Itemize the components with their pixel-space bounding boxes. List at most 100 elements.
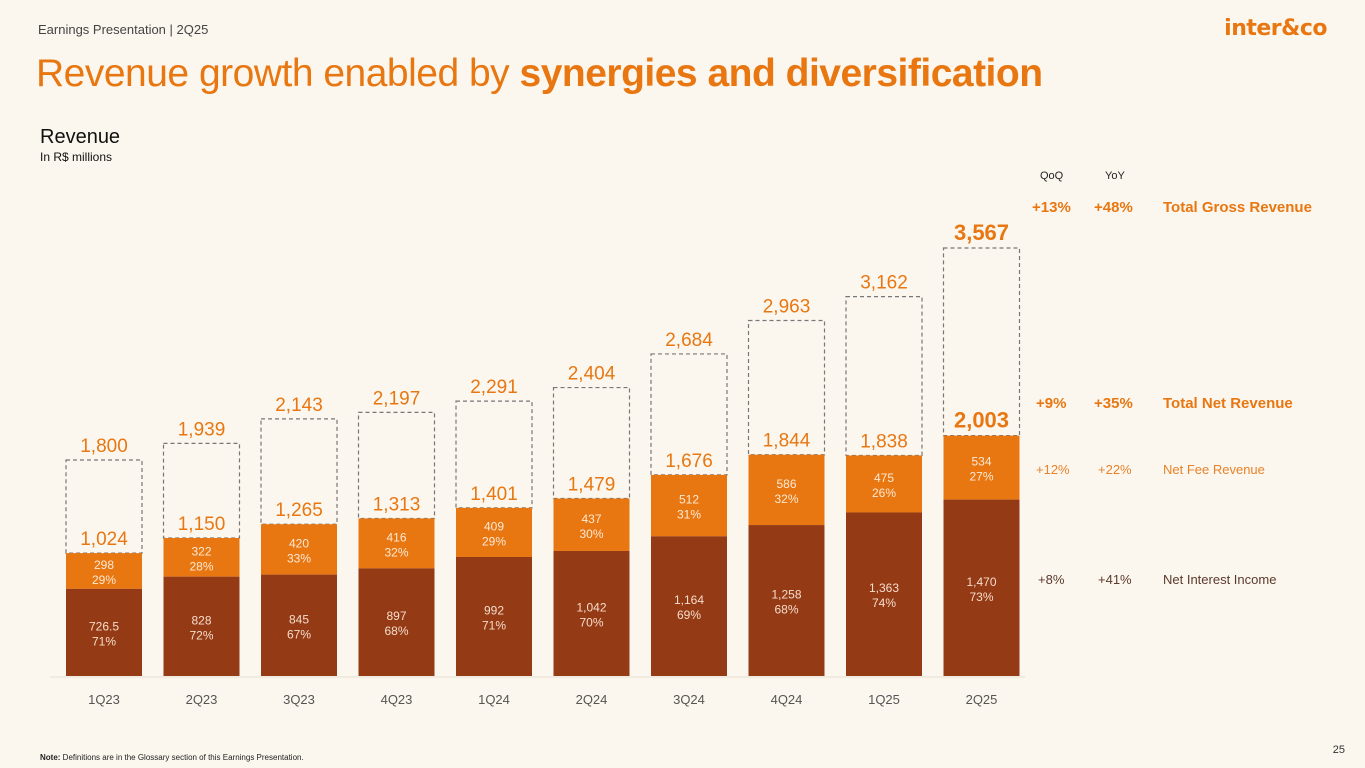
net-fee-bar (66, 553, 142, 589)
net-total-label: 1,265 (275, 500, 323, 521)
title-bold: synergies and diversification (519, 52, 1044, 95)
net-total-label: 1,401 (470, 484, 518, 505)
fee-share-label: 33% (287, 551, 311, 565)
fee-share-label: 32% (774, 492, 798, 506)
nii-label: Net Interest Income (1163, 572, 1277, 587)
nii-bar (66, 588, 142, 676)
fee-value-label: 475 (874, 471, 894, 485)
x-tick-label: 3Q24 (673, 692, 705, 707)
nii-value-label: 828 (191, 613, 211, 627)
gross-total-label: 1,800 (80, 436, 128, 457)
x-tick-label: 1Q23 (88, 692, 120, 707)
nii-bar (651, 536, 727, 676)
net-total-label: 1,024 (80, 529, 128, 550)
yoy-header: YoY (1105, 170, 1125, 182)
gross-total-label: 2,197 (373, 388, 421, 409)
gross-total-label: 2,404 (568, 364, 616, 385)
gross-revenue-box (455, 400, 533, 509)
net-qoq: +9% (1036, 395, 1067, 412)
fee-share-label: 32% (384, 545, 408, 559)
presentation-subtitle: Earnings Presentation | 2Q25 (38, 22, 209, 37)
nii-bar (846, 512, 922, 676)
net-label: Total Net Revenue (1163, 395, 1293, 412)
nii-bar (943, 499, 1020, 676)
gross-revenue-box (845, 295, 923, 457)
qoq-header: QoQ (1040, 170, 1064, 182)
gross-total-label: 3,162 (860, 273, 908, 294)
nii-value-label: 1,258 (771, 588, 801, 602)
page-title: Revenue growth enabled by synergies and … (36, 52, 1043, 96)
nii-value-label: 897 (386, 609, 406, 623)
gross-revenue-box (162, 442, 241, 539)
net-yoy: +35% (1094, 395, 1133, 412)
fee-value-label: 322 (191, 544, 211, 558)
x-tick-label: 2Q23 (186, 692, 218, 707)
fee-value-label: 420 (289, 536, 309, 550)
fee-qoq: +12% (1036, 462, 1070, 477)
chart-title: Revenue (40, 126, 121, 148)
nii-share-label: 71% (482, 618, 506, 632)
net-total-label: 2,003 (954, 408, 1009, 433)
note-label: Note: (40, 753, 61, 762)
company-logo: inter&co (1224, 16, 1327, 41)
nii-value-label: 845 (289, 612, 309, 626)
note-text: Definitions are in the Glossary section … (60, 753, 304, 762)
nii-share-label: 68% (774, 603, 798, 617)
fee-share-label: 29% (482, 534, 506, 548)
x-tick-label: 1Q25 (868, 692, 900, 707)
gross-total-label: 2,291 (470, 377, 518, 398)
nii-value-label: 992 (484, 603, 504, 617)
gross-yoy: +48% (1094, 199, 1133, 216)
footnote: Note: Definitions are in the Glossary se… (40, 753, 304, 762)
page-number: 25 (1332, 744, 1345, 756)
fee-share-label: 29% (92, 573, 116, 587)
nii-bar (261, 574, 337, 676)
net-fee-bar (846, 455, 922, 513)
nii-bar (553, 550, 630, 676)
nii-value-label: 1,470 (966, 575, 996, 589)
net-total-label: 1,844 (763, 431, 811, 452)
x-tick-label: 3Q23 (283, 692, 315, 707)
chart-unit: In R$ millions (40, 150, 113, 164)
net-total-label: 1,150 (178, 514, 226, 535)
net-total-label: 1,313 (373, 494, 421, 515)
nii-value-label: 1,363 (869, 581, 899, 595)
gross-label: Total Gross Revenue (1163, 199, 1312, 216)
gross-revenue-box (65, 459, 143, 554)
fee-share-label: 27% (969, 470, 993, 484)
fee-value-label: 409 (484, 519, 504, 533)
nii-share-label: 70% (579, 615, 603, 629)
gross-total-label: 2,143 (275, 395, 323, 416)
gross-total-label: 2,684 (665, 330, 713, 351)
net-fee-bar (553, 498, 630, 551)
nii-value-label: 1,164 (674, 593, 704, 607)
nii-value-label: 726.5 (89, 619, 119, 633)
nii-value-label: 1,042 (576, 600, 606, 614)
gross-total-label: 1,939 (178, 419, 226, 440)
nii-bar (456, 556, 532, 676)
fee-share-label: 30% (579, 527, 603, 541)
fee-value-label: 416 (386, 530, 406, 544)
x-tick-label: 4Q24 (771, 692, 803, 707)
nii-yoy: +41% (1098, 572, 1132, 587)
net-total-label: 1,676 (665, 451, 713, 472)
nii-qoq: +8% (1038, 572, 1065, 587)
nii-share-label: 72% (189, 628, 213, 642)
fee-share-label: 28% (189, 559, 213, 573)
x-tick-label: 4Q23 (381, 692, 413, 707)
nii-share-label: 67% (287, 627, 311, 641)
x-tick-label: 2Q25 (966, 692, 998, 707)
net-fee-bar (651, 474, 727, 537)
nii-bar (358, 568, 435, 676)
nii-share-label: 73% (969, 590, 993, 604)
net-fee-bar (456, 507, 532, 557)
fee-value-label: 586 (776, 477, 796, 491)
nii-bar (748, 525, 825, 676)
fee-value-label: 512 (679, 493, 699, 507)
net-total-label: 1,479 (568, 475, 616, 496)
fee-yoy: +22% (1098, 462, 1132, 477)
nii-bar (163, 576, 240, 676)
gross-total-label: 3,567 (954, 220, 1009, 245)
nii-share-label: 68% (384, 624, 408, 638)
